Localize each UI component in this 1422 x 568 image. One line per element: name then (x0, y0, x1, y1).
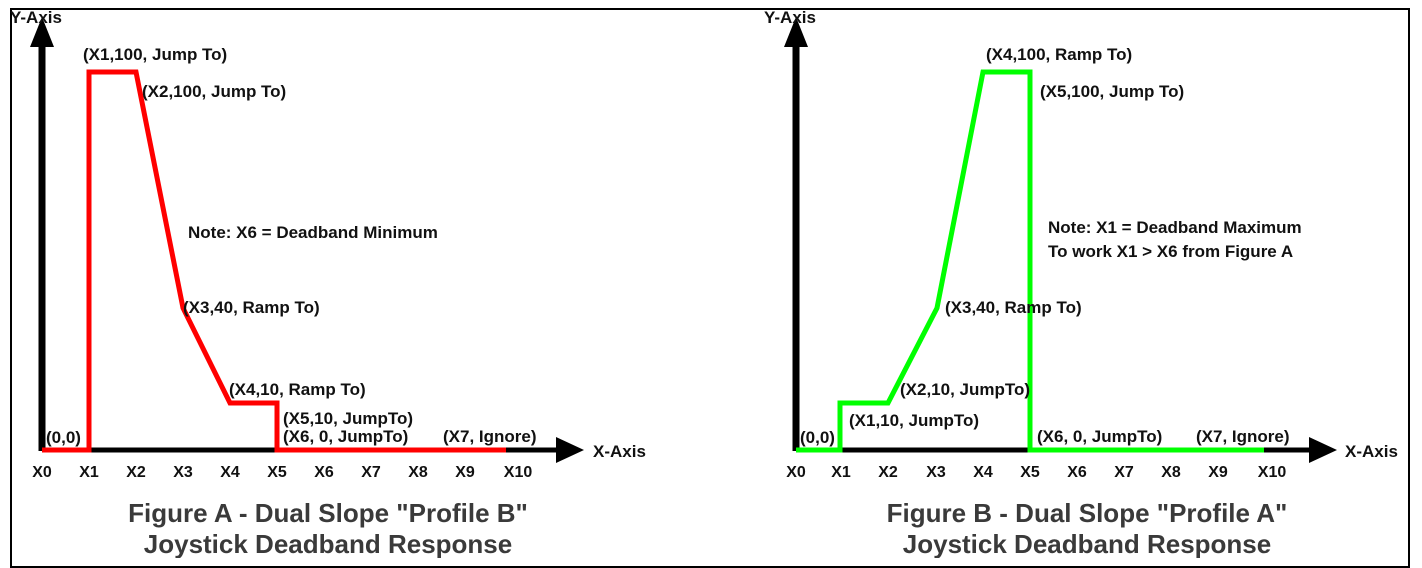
point-label-x3: (X3,40, Ramp To) (945, 298, 1082, 317)
point-label-x4: (X4,10, Ramp To) (229, 380, 366, 399)
x-tick: X6 (1067, 464, 1087, 481)
point-label-x1: (X1,100, Jump To) (83, 45, 227, 64)
y-axis-arrow (784, 17, 808, 47)
caption-line-1: Figure A - Dual Slope "Profile B" (128, 498, 528, 528)
x-tick: X10 (1258, 464, 1287, 481)
x-tick: X4 (220, 464, 240, 481)
figure-a: Y-Axis X-Axis (0,0) X0 X1 X2 X3 X4 X5 X6… (10, 8, 646, 558)
caption-line-2: Joystick Deadband Response (144, 529, 512, 558)
origin-label: (0,0) (46, 428, 81, 447)
x-tick: X3 (926, 464, 946, 481)
x-axis-arrow (556, 437, 584, 463)
point-label-x7: (X7, Ignore) (443, 427, 537, 446)
point-label-x2: (X2,100, Jump To) (142, 82, 286, 101)
point-label-x5: (X5,100, Jump To) (1040, 82, 1184, 101)
point-label-x6: (X6, 0, JumpTo) (1037, 427, 1162, 446)
origin-label: (0,0) (800, 428, 835, 447)
point-label-x4: (X4,100, Ramp To) (986, 45, 1132, 64)
point-label-x6: (X6, 0, JumpTo) (283, 427, 408, 446)
note: Note: X6 = Deadband Minimum (188, 223, 438, 242)
x-tick: X7 (361, 464, 381, 481)
x-tick: X9 (1208, 464, 1228, 481)
x-tick: X5 (1020, 464, 1040, 481)
caption-line-1: Figure B - Dual Slope "Profile A" (887, 498, 1288, 528)
y-axis-arrow (30, 17, 54, 47)
x-tick: X5 (267, 464, 287, 481)
x-tick: X9 (455, 464, 475, 481)
x-tick: X4 (973, 464, 993, 481)
x-tick: X0 (786, 464, 806, 481)
point-label-x1: (X1,10, JumpTo) (849, 411, 979, 430)
caption-line-2: Joystick Deadband Response (903, 529, 1271, 558)
x-tick: X1 (831, 464, 851, 481)
point-label-x5: (X5,10, JumpTo) (283, 409, 413, 428)
x-tick: X0 (32, 464, 52, 481)
x-tick: X10 (504, 464, 533, 481)
y-axis-label: Y-Axis (764, 8, 816, 27)
point-label-x3: (X3,40, Ramp To) (183, 298, 320, 317)
figure-b: Y-Axis X-Axis (0,0) X0 X1 X2 X3 X4 X5 X6… (764, 8, 1398, 558)
profile-a-curve (796, 69, 1264, 453)
x-tick: X3 (173, 464, 193, 481)
point-label-x7: (X7, Ignore) (1196, 427, 1290, 446)
x-axis-label: X-Axis (1345, 442, 1398, 461)
point-label-x2: (X2,10, JumpTo) (900, 380, 1030, 399)
profile-b-curve (42, 69, 506, 453)
x-tick: X6 (314, 464, 334, 481)
x-tick: X8 (408, 464, 428, 481)
note-line-1: Note: X1 = Deadband Maximum (1048, 218, 1302, 237)
y-axis-label: Y-Axis (10, 8, 62, 27)
x-tick: X2 (126, 464, 146, 481)
note-line-2: To work X1 > X6 from Figure A (1048, 242, 1293, 261)
x-tick: X8 (1161, 464, 1181, 481)
x-axis-label: X-Axis (593, 442, 646, 461)
x-tick: X7 (1114, 464, 1134, 481)
x-tick: X2 (878, 464, 898, 481)
x-tick: X1 (79, 464, 99, 481)
x-axis-arrow (1309, 437, 1337, 463)
